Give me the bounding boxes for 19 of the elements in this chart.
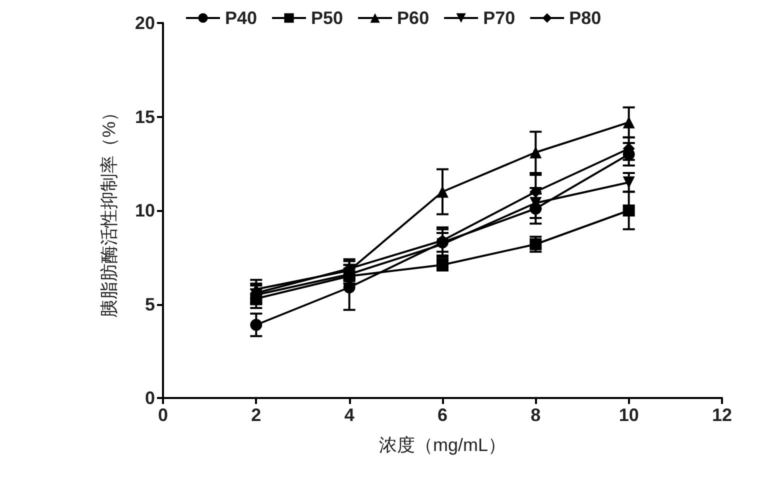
x-tick-label: 2	[251, 405, 262, 425]
x-tick-label: 10	[618, 405, 639, 425]
x-tick-label: 6	[437, 405, 448, 425]
y-tick-label: 15	[134, 106, 155, 127]
x-tick-label: 4	[344, 405, 354, 425]
x-axis-title: 浓度（mg/mL）	[378, 435, 506, 455]
legend-label: P60	[397, 8, 430, 28]
y-tick-label: 20	[134, 13, 155, 33]
y-tick-label: 5	[144, 294, 155, 314]
legend-label: P40	[225, 8, 258, 28]
y-axis-title: 胰脂肪酶活性抑制率（%）	[99, 103, 119, 318]
x-tick-label: 8	[530, 405, 541, 425]
y-tick-label: 0	[144, 388, 155, 408]
legend-label: P70	[483, 8, 516, 28]
legend-label: P80	[569, 8, 602, 28]
x-tick-label: 0	[158, 405, 168, 425]
legend-label: P50	[311, 8, 344, 28]
x-tick-label: 12	[712, 405, 732, 425]
y-tick-label: 10	[134, 200, 155, 220]
